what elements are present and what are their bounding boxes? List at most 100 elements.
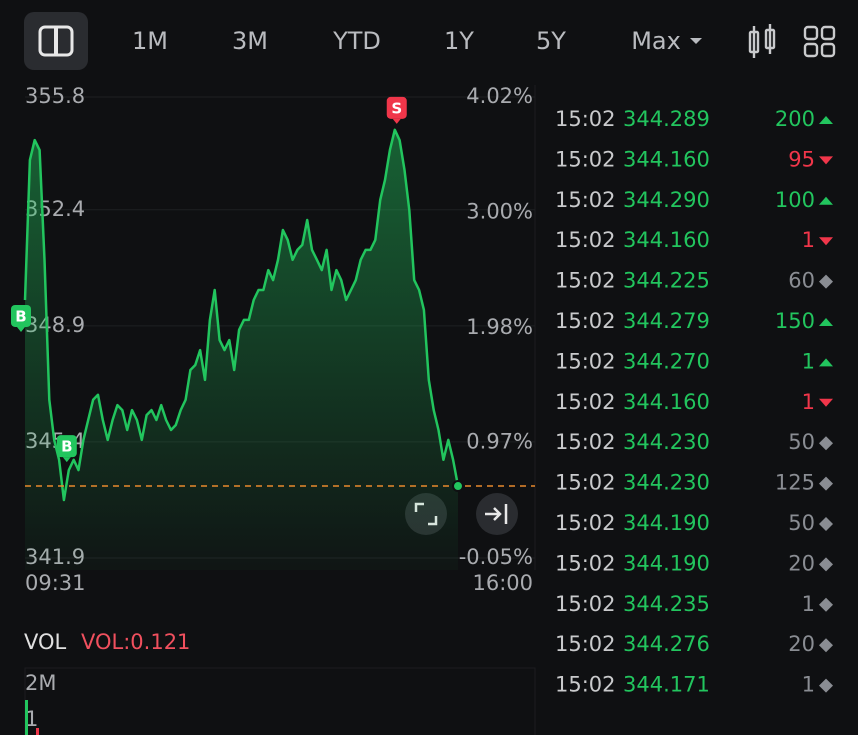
last-price-dot bbox=[452, 480, 464, 493]
trade-price: 344.190 bbox=[623, 511, 710, 535]
trade-direction-icon bbox=[819, 237, 833, 246]
trade-time: 15:02 bbox=[555, 107, 616, 131]
trade-marker bbox=[56, 435, 77, 458]
volume-value: VOL:0.121 bbox=[81, 630, 190, 654]
trade-qty: 1 bbox=[802, 228, 815, 252]
trade-qty: 50 bbox=[788, 511, 815, 535]
range-tab[interactable]: YTD bbox=[332, 27, 381, 55]
volume-bar bbox=[36, 728, 39, 735]
trade-time: 15:02 bbox=[555, 269, 616, 293]
y2-tick-label: 4.02% bbox=[466, 84, 533, 108]
trade-price: 344.276 bbox=[623, 632, 710, 656]
y-tick-label: 355.8 bbox=[25, 84, 85, 108]
trade-qty: 1 bbox=[802, 349, 815, 373]
trade-direction-icon bbox=[819, 476, 833, 491]
trade-direction-icon bbox=[819, 436, 833, 451]
trade-price: 344.160 bbox=[623, 228, 710, 252]
trade-direction-icon bbox=[819, 638, 833, 653]
trade-time: 15:02 bbox=[555, 309, 616, 333]
jump-latest-icon bbox=[485, 504, 508, 524]
trade-direction-icon bbox=[819, 274, 833, 289]
trade-qty: 1 bbox=[802, 673, 815, 697]
trade-marker-pointer bbox=[62, 457, 71, 463]
trade-qty: 200 bbox=[775, 107, 815, 131]
trade-qty: 1 bbox=[802, 390, 815, 414]
trade-price: 344.289 bbox=[623, 107, 710, 131]
trade-price: 344.279 bbox=[623, 309, 710, 333]
trade-direction-icon bbox=[819, 116, 833, 124]
trade-marker-label: B bbox=[61, 438, 72, 456]
trade-time: 15:02 bbox=[555, 147, 616, 171]
trade-price: 344.230 bbox=[623, 430, 710, 454]
trade-direction-icon bbox=[819, 678, 833, 693]
trade-direction-icon bbox=[819, 398, 833, 407]
price-area bbox=[25, 129, 458, 571]
volume-panel bbox=[24, 667, 536, 735]
range-tab[interactable]: 1Y bbox=[444, 27, 474, 55]
trade-price: 344.270 bbox=[623, 349, 710, 373]
layout-icon-bar bbox=[54, 27, 58, 55]
trade-qty: 100 bbox=[775, 188, 815, 212]
trade-time: 15:02 bbox=[555, 228, 616, 252]
trade-marker-label: B bbox=[15, 307, 26, 325]
y2-tick-label: 1.98% bbox=[466, 315, 533, 339]
x-tick-label: 16:00 bbox=[472, 571, 533, 595]
y2-tick-label: 0.97% bbox=[466, 429, 533, 453]
volume-tick-label: 1 bbox=[25, 707, 38, 731]
y2-tick-label: 3.00% bbox=[466, 200, 533, 224]
trade-direction-icon bbox=[819, 557, 833, 572]
trade-direction-icon bbox=[819, 318, 833, 326]
trade-price: 344.160 bbox=[623, 147, 710, 171]
trade-qty: 20 bbox=[788, 551, 815, 575]
trade-marker bbox=[11, 304, 31, 327]
trade-qty: 150 bbox=[775, 309, 815, 333]
trade-time: 15:02 bbox=[555, 551, 616, 575]
trade-price: 344.171 bbox=[623, 673, 710, 697]
trade-qty: 1 bbox=[802, 592, 815, 616]
range-tab[interactable]: Max bbox=[631, 27, 681, 55]
trade-time: 15:02 bbox=[555, 511, 616, 535]
trade-direction-icon bbox=[819, 196, 833, 205]
max-dropdown-caret bbox=[690, 38, 702, 44]
candle-icon[interactable] bbox=[748, 24, 776, 58]
trade-time: 15:02 bbox=[555, 188, 616, 212]
trade-marker-pointer bbox=[17, 326, 25, 332]
trade-price: 344.235 bbox=[623, 592, 710, 616]
trade-direction-icon bbox=[819, 597, 833, 612]
trade-price: 344.190 bbox=[623, 551, 710, 575]
trade-time: 15:02 bbox=[555, 673, 616, 697]
trade-price: 344.290 bbox=[623, 188, 710, 212]
price-line bbox=[23, 128, 460, 502]
trade-marker bbox=[386, 96, 407, 119]
trade-qty: 50 bbox=[788, 430, 815, 454]
trade-time: 15:02 bbox=[555, 390, 616, 414]
range-tab[interactable]: 5Y bbox=[536, 27, 566, 55]
volume-tick-label: 2M bbox=[25, 671, 56, 695]
trade-direction-icon bbox=[819, 358, 833, 367]
trade-marker-pointer bbox=[392, 118, 401, 124]
trade-price: 344.160 bbox=[623, 390, 710, 414]
grid-icon[interactable] bbox=[803, 25, 836, 58]
trade-direction-icon bbox=[819, 517, 833, 531]
range-tab[interactable]: 1M bbox=[132, 27, 168, 55]
trade-price: 344.225 bbox=[623, 269, 710, 293]
trade-time: 15:02 bbox=[555, 430, 616, 454]
trade-qty: 60 bbox=[788, 269, 815, 293]
range-tab[interactable]: 3M bbox=[232, 27, 268, 55]
trade-time: 15:02 bbox=[555, 592, 616, 616]
x-tick-label: 09:31 bbox=[25, 571, 86, 595]
y2-tick-label: -0.05% bbox=[459, 545, 533, 569]
trade-qty: 20 bbox=[788, 632, 815, 656]
trade-marker-label: S bbox=[391, 99, 402, 117]
volume-title: VOL bbox=[24, 630, 67, 654]
trade-time: 15:02 bbox=[555, 349, 616, 373]
volume-bar bbox=[25, 700, 28, 735]
trade-qty: 125 bbox=[775, 471, 815, 495]
trade-price: 344.230 bbox=[623, 471, 710, 495]
trade-time: 15:02 bbox=[555, 471, 616, 495]
trade-direction-icon bbox=[819, 156, 833, 165]
trade-time: 15:02 bbox=[555, 632, 616, 656]
trade-qty: 95 bbox=[788, 147, 815, 171]
